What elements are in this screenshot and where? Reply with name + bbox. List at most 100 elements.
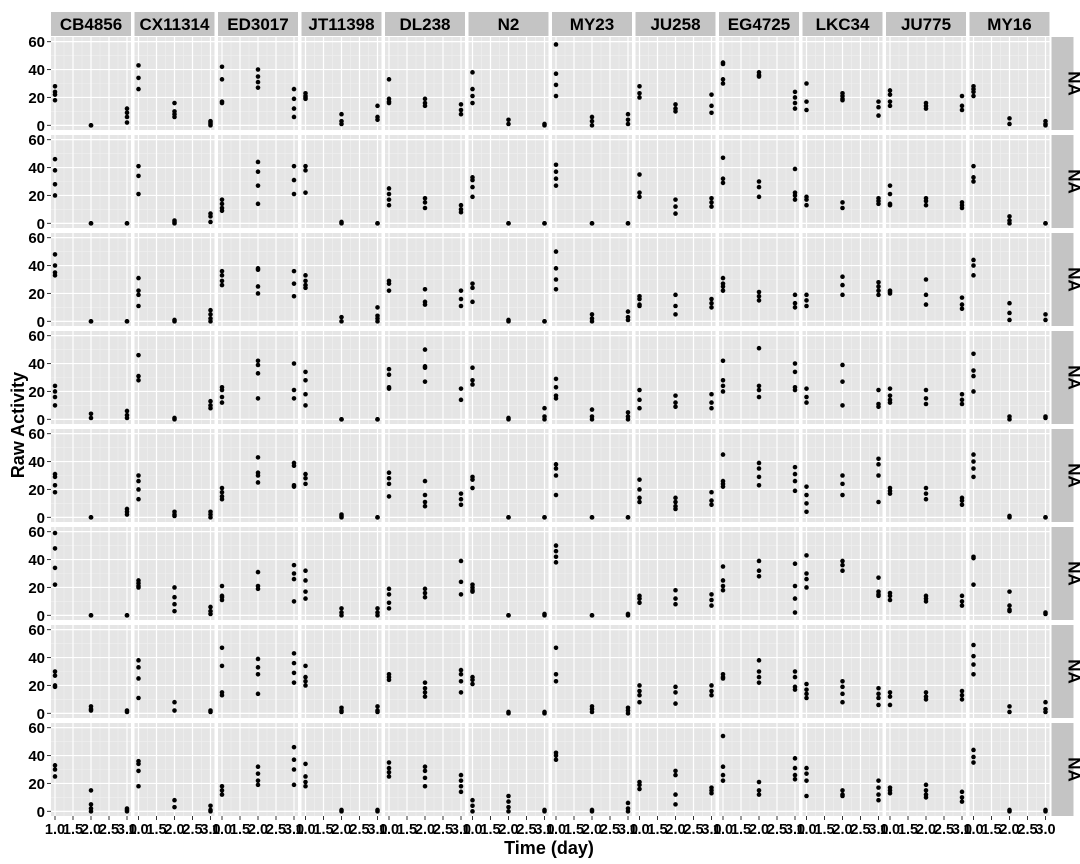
data-point (386, 765, 392, 771)
facet-panel-ju775-row7 (886, 625, 966, 718)
data-point (887, 690, 893, 695)
data-point (589, 123, 595, 128)
data-point (52, 394, 58, 400)
data-point (255, 569, 261, 575)
data-point (124, 110, 130, 116)
data-point (553, 376, 559, 382)
facet-panel-cx11314-row4 (134, 331, 215, 424)
data-point (804, 81, 809, 86)
data-point (291, 744, 297, 750)
data-point (756, 194, 762, 200)
data-point (887, 103, 893, 109)
facet-panel-n2-row6 (468, 527, 549, 620)
strip-lkc34 (802, 12, 883, 36)
data-point (88, 613, 94, 618)
data-point (720, 61, 726, 67)
data-point (709, 110, 714, 116)
data-point (470, 382, 475, 387)
data-point (840, 558, 845, 564)
data-point (303, 391, 308, 397)
data-point (959, 401, 965, 407)
data-point (136, 676, 141, 681)
data-point (637, 499, 642, 505)
data-point (219, 400, 225, 405)
data-point (709, 489, 714, 495)
facet-panel-my23-row7 (552, 625, 632, 718)
x-tick-label: 1.0 (128, 822, 148, 838)
data-point (291, 96, 297, 102)
y-tick-label: 60 (28, 34, 45, 51)
data-point (386, 774, 392, 779)
data-point (553, 753, 559, 758)
x-tick-label: 3.0 (117, 822, 137, 838)
data-point (673, 312, 678, 317)
data-point (52, 474, 58, 480)
y-tick-label: 40 (28, 748, 45, 765)
y-tick-label: 60 (28, 524, 45, 541)
data-point (375, 417, 380, 422)
data-point (339, 319, 344, 324)
data-point (124, 106, 130, 111)
data-point (553, 645, 559, 651)
data-point (553, 183, 559, 188)
data-point (840, 274, 845, 280)
data-point (792, 305, 798, 310)
data-point (625, 711, 631, 716)
data-point (470, 477, 475, 482)
data-point (255, 169, 261, 175)
data-point (375, 103, 380, 109)
data-point (291, 163, 297, 169)
x-tick-label: 1.5 (564, 822, 584, 838)
data-point (792, 369, 798, 375)
data-point (339, 221, 344, 226)
row-strip-label: NA (1065, 71, 1080, 96)
data-point (291, 576, 297, 582)
y-axis-ticks: 0204060020406002040600204060020406002040… (28, 34, 51, 821)
facet-panel-eg4725-row3 (719, 233, 799, 326)
data-point (804, 793, 809, 799)
data-point (458, 209, 464, 215)
data-point (804, 386, 809, 391)
data-point (553, 757, 559, 763)
data-point (792, 464, 798, 470)
data-point (887, 88, 893, 93)
data-point (458, 671, 464, 677)
data-point (959, 306, 965, 312)
data-point (422, 685, 428, 691)
facet-panel-eg4725-row7 (719, 625, 799, 718)
data-point (172, 100, 177, 106)
facet-panel-my23-row5 (552, 429, 632, 522)
data-point (971, 163, 976, 169)
data-point (876, 685, 881, 691)
data-point (923, 106, 929, 111)
data-point (219, 692, 225, 698)
data-point (375, 117, 380, 123)
data-point (756, 345, 762, 351)
data-point (971, 175, 976, 180)
data-point (458, 491, 464, 496)
data-point (303, 578, 308, 583)
facet-panel-ed3017-row7 (218, 625, 298, 718)
facet-panel-ed3017-row5 (218, 429, 298, 522)
data-point (458, 579, 464, 585)
x-tick-label: 2.0 (331, 822, 351, 838)
data-point (255, 201, 261, 207)
data-point (673, 400, 678, 405)
data-point (804, 303, 809, 309)
data-point (458, 783, 464, 789)
data-point (792, 669, 798, 674)
data-point (506, 793, 511, 799)
data-point (637, 405, 642, 411)
data-point (291, 86, 297, 92)
data-point (386, 470, 392, 476)
data-point (589, 417, 595, 422)
data-point (720, 389, 726, 394)
data-point (422, 365, 428, 371)
data-point (52, 565, 58, 571)
data-point (959, 593, 965, 599)
data-point (709, 688, 714, 694)
data-point (840, 699, 845, 705)
data-point (553, 678, 559, 684)
data-point (422, 586, 428, 592)
